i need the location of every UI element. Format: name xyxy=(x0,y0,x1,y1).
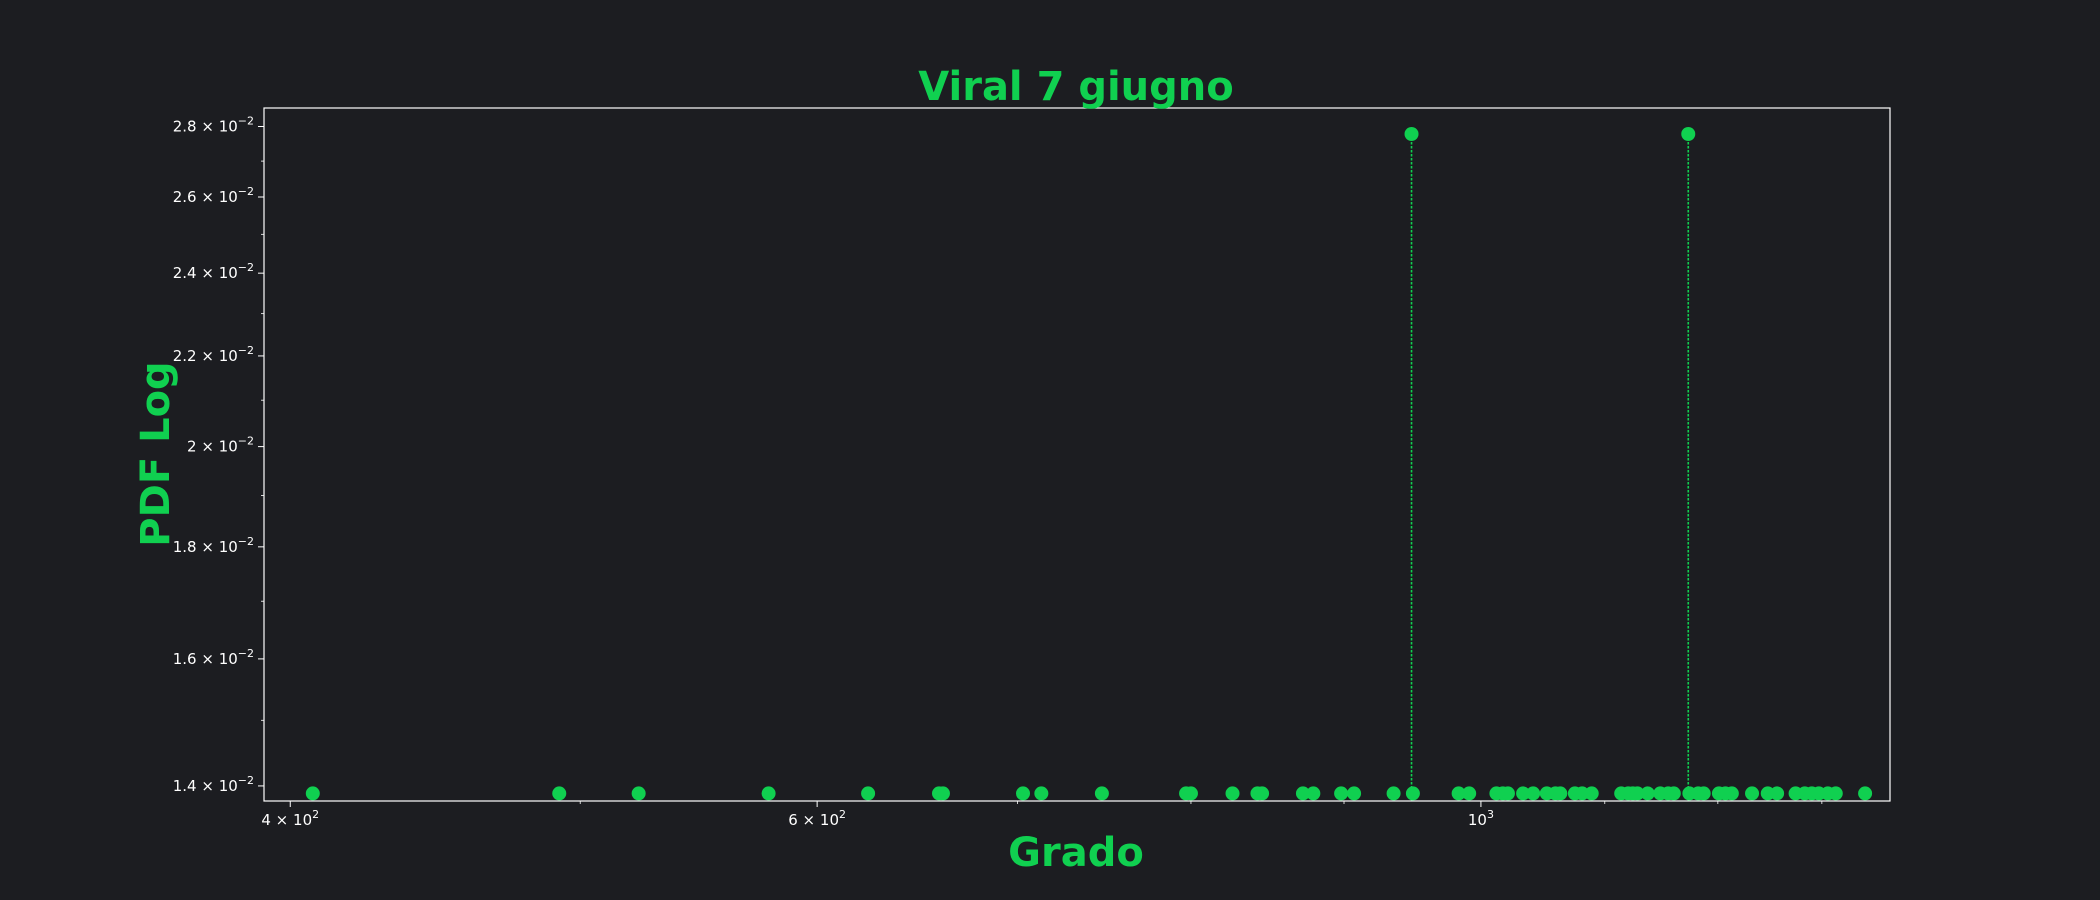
data-point-marker xyxy=(1347,786,1362,801)
plot-area-frame xyxy=(263,107,1891,802)
x-tick-label: 4 × 102 xyxy=(261,808,319,829)
markers-layer xyxy=(305,127,1873,801)
y-tick-label: 1.4 × 10−2 xyxy=(173,774,254,795)
data-point-marker xyxy=(1681,127,1696,142)
x-tick-label: 103 xyxy=(1468,808,1494,829)
data-point-marker xyxy=(1828,786,1843,801)
data-point-marker xyxy=(1745,786,1760,801)
data-point-marker xyxy=(1770,786,1785,801)
data-point-marker xyxy=(1405,786,1420,801)
data-point-marker xyxy=(1225,786,1240,801)
data-point-marker xyxy=(1255,786,1270,801)
y-tick-label: 2.6 × 10−2 xyxy=(173,185,254,206)
data-point-marker xyxy=(1015,786,1030,801)
data-point-marker xyxy=(305,786,320,801)
y-tick-label: 1.8 × 10−2 xyxy=(173,535,254,556)
data-point-marker xyxy=(761,786,776,801)
y-tick-label: 1.6 × 10−2 xyxy=(173,647,254,668)
data-point-marker xyxy=(1295,786,1310,801)
data-point-marker xyxy=(1500,786,1515,801)
data-point-marker xyxy=(1183,786,1198,801)
y-axis-ticks: 1.4 × 10−2 1.6 × 10−2 1.8 × 10−2 2 × 10−2 2.… xyxy=(173,115,264,795)
data-point-marker xyxy=(1094,786,1109,801)
data-point-marker xyxy=(1858,786,1873,801)
data-point-marker xyxy=(1696,786,1711,801)
data-point-marker xyxy=(1516,786,1531,801)
x-axis-ticks: 4 × 102 6 × 102 103 xyxy=(261,801,1823,829)
data-point-marker xyxy=(1553,786,1568,801)
chart-title: Viral 7 giugno xyxy=(918,64,1234,110)
y-axis-label: PDF Log xyxy=(133,361,179,546)
data-point-marker xyxy=(1386,786,1401,801)
data-point-marker xyxy=(1404,127,1419,142)
data-point-marker xyxy=(1462,786,1477,801)
x-tick-label: 6 × 102 xyxy=(788,808,846,829)
y-tick-label: 2.8 × 10−2 xyxy=(173,115,254,136)
data-point-marker xyxy=(631,786,646,801)
data-point-marker xyxy=(1575,786,1590,801)
data-point-marker xyxy=(1526,786,1541,801)
data-point-marker xyxy=(1451,786,1466,801)
data-point-marker xyxy=(1666,786,1681,801)
data-point-marker xyxy=(552,786,567,801)
data-point-marker xyxy=(1334,786,1349,801)
x-axis-label: Grado xyxy=(1008,830,1144,876)
data-point-marker xyxy=(1306,786,1321,801)
data-point-marker xyxy=(1630,786,1645,801)
data-point-marker xyxy=(1584,786,1599,801)
data-point-marker xyxy=(861,786,876,801)
data-point-marker xyxy=(1724,786,1739,801)
y-tick-label: 2.4 × 10−2 xyxy=(173,261,254,282)
data-point-marker xyxy=(935,786,950,801)
data-point-marker xyxy=(1034,786,1049,801)
data-point-marker xyxy=(1640,786,1655,801)
y-tick-label: 2 × 10−2 xyxy=(187,435,254,456)
y-tick-label: 2.2 × 10−2 xyxy=(173,344,254,365)
